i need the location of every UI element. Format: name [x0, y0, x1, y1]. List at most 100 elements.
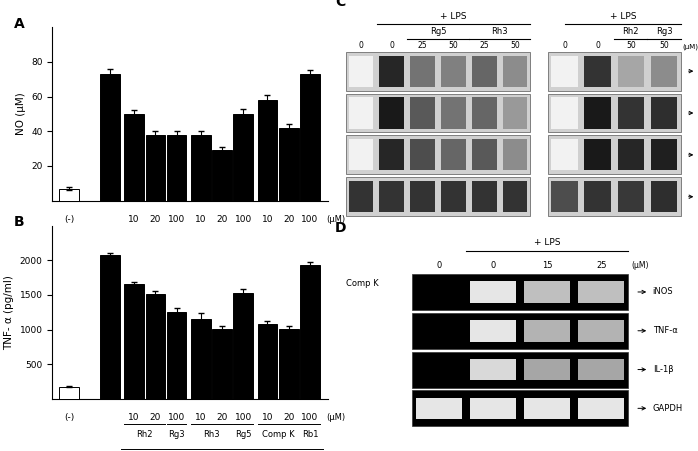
Bar	[258, 100, 277, 201]
Bar	[167, 312, 186, 399]
Bar	[410, 97, 435, 129]
Text: Rg5: Rg5	[235, 231, 251, 240]
Bar	[651, 139, 677, 170]
Bar	[380, 139, 404, 170]
Bar	[551, 97, 578, 129]
Text: Comp K: Comp K	[262, 429, 295, 438]
Bar	[584, 139, 611, 170]
Text: 0: 0	[436, 261, 442, 270]
Text: 0: 0	[562, 41, 567, 50]
Bar	[551, 181, 578, 212]
Text: 100: 100	[235, 215, 252, 224]
Bar	[348, 55, 373, 87]
Text: 100: 100	[302, 215, 318, 224]
Text: 100: 100	[168, 413, 185, 422]
Bar	[551, 55, 578, 87]
Bar	[472, 181, 496, 212]
Bar	[59, 387, 79, 399]
Text: Rg3: Rg3	[655, 27, 672, 36]
Bar	[124, 114, 144, 201]
Text: 20: 20	[149, 413, 161, 422]
Text: 10: 10	[262, 215, 273, 224]
Text: 25: 25	[596, 261, 607, 270]
Text: 10: 10	[195, 215, 207, 224]
Bar	[579, 320, 624, 341]
Bar	[191, 135, 211, 201]
Bar	[579, 397, 624, 419]
Bar	[470, 281, 516, 303]
Text: 20: 20	[216, 215, 228, 224]
Bar	[348, 181, 373, 212]
Bar	[503, 139, 528, 170]
Text: Rb1: Rb1	[302, 429, 318, 438]
Text: D: D	[335, 221, 346, 235]
Bar	[410, 139, 435, 170]
Bar	[524, 359, 570, 380]
Text: Rg3: Rg3	[168, 231, 185, 240]
Text: Rg5: Rg5	[430, 27, 446, 36]
Text: iNOS: iNOS	[653, 287, 674, 296]
Bar	[524, 397, 570, 419]
Text: (μM): (μM)	[327, 215, 346, 224]
Bar	[167, 135, 186, 201]
Bar	[472, 55, 496, 87]
Bar	[412, 274, 628, 310]
Text: 100: 100	[302, 413, 318, 422]
Y-axis label: NO (μM): NO (μM)	[15, 92, 26, 135]
Bar	[503, 97, 528, 129]
Text: 50: 50	[626, 41, 636, 50]
Bar	[579, 281, 624, 303]
Text: C: C	[335, 0, 346, 9]
Text: + LPS: + LPS	[440, 12, 467, 21]
Bar	[346, 135, 530, 175]
Bar	[346, 52, 530, 91]
Bar	[579, 359, 624, 380]
Text: Comp K: Comp K	[346, 279, 378, 288]
Bar	[300, 265, 320, 399]
Bar	[618, 139, 644, 170]
Text: 20: 20	[283, 413, 295, 422]
Bar	[348, 139, 373, 170]
Bar	[412, 351, 628, 387]
Text: 100: 100	[235, 413, 252, 422]
Bar	[584, 55, 611, 87]
Text: 0: 0	[595, 41, 600, 50]
Bar	[651, 55, 677, 87]
Text: A: A	[14, 17, 24, 31]
Bar	[410, 181, 435, 212]
Bar	[412, 313, 628, 349]
Bar	[524, 320, 570, 341]
Text: 10: 10	[128, 215, 140, 224]
Bar	[651, 97, 677, 129]
Bar	[279, 128, 299, 201]
Bar	[651, 181, 677, 212]
Text: 20: 20	[149, 215, 161, 224]
Bar	[279, 329, 299, 399]
Text: 0: 0	[389, 41, 394, 50]
Bar	[441, 97, 466, 129]
Bar	[548, 52, 681, 91]
Text: LPS (100 ng/ml): LPS (100 ng/ml)	[186, 255, 258, 264]
Bar	[618, 181, 644, 212]
Bar	[441, 55, 466, 87]
Text: GAPDH: GAPDH	[653, 404, 683, 413]
Bar	[233, 293, 253, 399]
Bar	[100, 74, 120, 201]
Text: Rh3: Rh3	[203, 429, 220, 438]
Text: + LPS: + LPS	[610, 12, 636, 21]
Bar	[551, 139, 578, 170]
Bar	[346, 93, 530, 133]
Bar	[618, 55, 644, 87]
Bar	[503, 55, 528, 87]
Bar	[191, 318, 211, 399]
Text: 15: 15	[542, 261, 552, 270]
Bar	[470, 359, 516, 380]
Text: + LPS: + LPS	[534, 238, 560, 247]
Bar	[346, 177, 530, 216]
Bar	[212, 150, 232, 201]
Bar	[584, 181, 611, 212]
Text: 10: 10	[128, 413, 140, 422]
Text: 50: 50	[510, 41, 520, 50]
Text: Rh2: Rh2	[623, 27, 639, 36]
Bar	[441, 181, 466, 212]
